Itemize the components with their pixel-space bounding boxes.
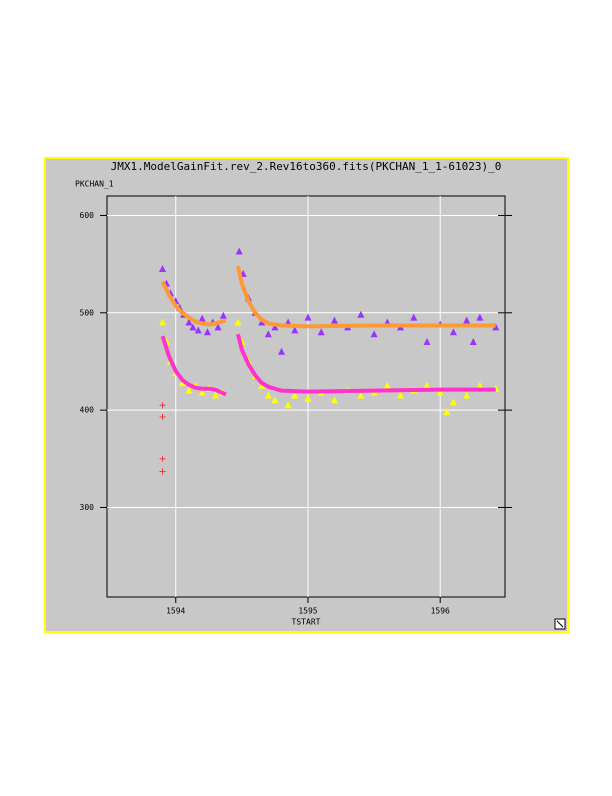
data-point	[159, 402, 166, 409]
data-point	[383, 381, 391, 389]
data-point	[159, 413, 166, 420]
data-point	[219, 311, 227, 319]
data-point	[258, 381, 266, 389]
data-point	[370, 330, 378, 338]
resize-icon	[554, 618, 566, 630]
data-point	[436, 388, 444, 396]
data-point	[159, 318, 167, 326]
data-point	[304, 394, 312, 402]
data-point	[463, 316, 471, 324]
data-point	[476, 313, 484, 321]
data-point	[189, 323, 197, 331]
data-point	[271, 323, 279, 331]
panel	[44, 157, 569, 633]
y-tick-label: 400	[80, 406, 95, 415]
data-point	[198, 314, 206, 322]
data-point	[159, 455, 166, 462]
data-point	[159, 264, 167, 272]
data-point	[410, 313, 418, 321]
x-tick-label: 1594	[166, 607, 185, 616]
data-point	[317, 328, 325, 336]
data-point	[278, 347, 286, 355]
data-point	[397, 391, 405, 399]
data-point	[330, 396, 338, 404]
data-point	[463, 391, 471, 399]
data-point	[194, 326, 202, 334]
data-point	[423, 337, 431, 345]
data-point	[330, 316, 338, 324]
plot-frame	[106, 195, 506, 598]
data-point	[304, 313, 312, 321]
data-point	[159, 468, 166, 475]
data-point	[211, 391, 219, 399]
x-tick-label: 1596	[431, 607, 450, 616]
fit-line	[160, 333, 496, 397]
data-point	[185, 386, 193, 394]
y-tick-label: 600	[80, 211, 95, 220]
chart-title: JMX1.ModelGainFit.rev_2.Rev16to360.fits(…	[111, 160, 502, 173]
data-point	[476, 381, 484, 389]
data-point	[234, 318, 242, 326]
y-axis-label: PKCHAN_1	[75, 180, 114, 189]
data-point	[357, 391, 365, 399]
data-point	[284, 401, 292, 409]
data-point	[214, 323, 222, 331]
data-point	[449, 328, 457, 336]
data-point	[357, 310, 365, 318]
data-point	[449, 398, 457, 406]
data-point	[469, 337, 477, 345]
data-point	[271, 396, 279, 404]
data-point	[185, 318, 193, 326]
data-point	[264, 391, 272, 399]
data-point	[264, 330, 272, 338]
data-point	[291, 326, 299, 334]
y-tick-label: 500	[80, 308, 95, 317]
fit-line	[160, 265, 496, 329]
data-point	[423, 381, 431, 389]
data-point	[198, 388, 206, 396]
data-point	[291, 391, 299, 399]
data-point	[203, 328, 211, 336]
x-axis-label: TSTART	[292, 618, 321, 627]
y-tick-label: 300	[80, 503, 95, 512]
data-point	[443, 408, 451, 416]
x-tick-label: 1595	[298, 607, 317, 616]
data-point	[235, 247, 243, 255]
data-point	[258, 318, 266, 326]
